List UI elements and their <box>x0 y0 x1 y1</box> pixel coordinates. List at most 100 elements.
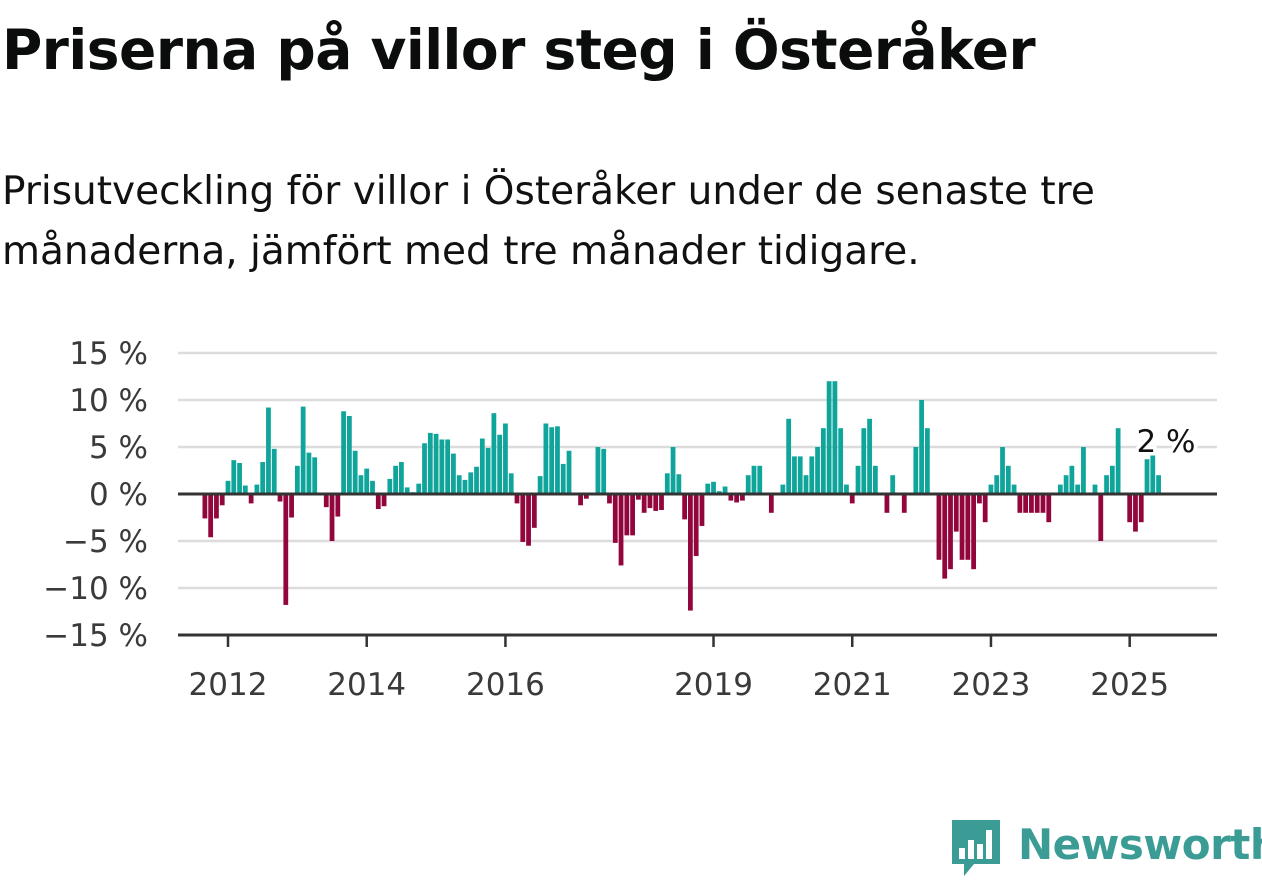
bar <box>578 494 583 506</box>
bar <box>468 472 474 494</box>
bar <box>323 494 329 508</box>
y-tick-label: 5 % <box>89 430 148 466</box>
bar <box>728 494 734 501</box>
bar <box>965 494 971 560</box>
bar <box>924 428 930 494</box>
bar <box>994 475 1000 494</box>
bar <box>1040 494 1046 513</box>
bar <box>919 400 924 494</box>
bar <box>820 428 826 494</box>
bar <box>1115 428 1121 494</box>
bar <box>988 484 994 494</box>
bar <box>612 494 618 543</box>
bar <box>237 462 242 494</box>
bar <box>959 494 965 560</box>
bar <box>1029 494 1034 513</box>
bar <box>364 468 370 494</box>
bar <box>757 465 763 494</box>
bar <box>300 406 306 494</box>
bar <box>341 411 346 494</box>
bar <box>329 494 335 541</box>
bar <box>485 447 491 494</box>
bar <box>214 494 219 519</box>
y-tick-label: −10 % <box>43 571 148 607</box>
y-tick-label: 15 % <box>69 336 148 372</box>
bar <box>803 475 809 494</box>
bar <box>1063 475 1069 494</box>
bar <box>953 494 959 532</box>
bar <box>861 428 867 494</box>
bar <box>381 494 387 507</box>
bar <box>601 448 607 494</box>
bar <box>618 494 624 566</box>
bar <box>462 479 468 494</box>
bar <box>503 423 508 494</box>
bar <box>890 475 896 494</box>
bar <box>352 450 358 494</box>
bar <box>797 456 803 494</box>
bar <box>387 478 393 494</box>
bar <box>936 494 942 560</box>
bar <box>647 494 653 509</box>
bar <box>676 474 682 494</box>
bar <box>867 418 872 494</box>
bar <box>635 494 641 500</box>
bar <box>312 457 318 494</box>
x-tick-label: 2019 <box>674 667 753 700</box>
bar <box>722 486 728 494</box>
x-axis-ticks: 2012 2014 2016 2019 2021 2023 2025 <box>189 635 1169 700</box>
bar <box>560 463 566 494</box>
bar <box>416 483 422 494</box>
bar <box>242 485 248 494</box>
bar <box>1109 465 1115 494</box>
bar <box>393 465 399 494</box>
bar <box>375 494 381 510</box>
bar <box>531 494 537 528</box>
bar <box>884 494 890 513</box>
bar <box>751 465 757 494</box>
bar <box>786 418 792 494</box>
bar <box>1034 494 1040 513</box>
bar <box>849 494 855 504</box>
y-tick-label: 10 % <box>69 383 148 419</box>
bar <box>254 484 260 494</box>
bar <box>358 475 364 494</box>
y-tick-label: 0 % <box>89 477 148 513</box>
bar <box>1144 459 1150 494</box>
bar <box>427 432 433 494</box>
bar <box>1023 494 1029 513</box>
bar <box>641 494 647 513</box>
bar <box>809 456 815 494</box>
bar <box>520 494 526 542</box>
bar <box>202 494 208 519</box>
bar <box>734 494 740 503</box>
bar <box>283 494 289 605</box>
bar <box>913 447 919 494</box>
bar <box>711 481 716 494</box>
page-subtitle: Prisutveckling för villor i Österåker un… <box>2 169 1095 274</box>
bar <box>526 494 531 546</box>
bar <box>982 494 988 523</box>
bar <box>653 494 659 511</box>
bar <box>872 465 878 494</box>
bar <box>768 494 774 513</box>
bar <box>740 494 745 501</box>
bar <box>607 494 612 504</box>
bar <box>792 456 797 494</box>
x-tick-label: 2012 <box>189 667 268 700</box>
bar <box>1057 484 1063 494</box>
bar <box>630 494 635 536</box>
bar <box>1092 484 1098 494</box>
bar <box>664 473 670 494</box>
bar <box>260 462 266 494</box>
bar <box>335 494 341 517</box>
bar <box>451 453 456 494</box>
bar <box>208 494 214 538</box>
bars <box>202 381 1161 611</box>
bar-chart: 15 %10 %5 %0 %−5 %−10 %−15 % 2012 2014 201… <box>43 336 1217 700</box>
bar <box>838 428 844 494</box>
bar <box>294 465 300 494</box>
bar <box>399 462 404 494</box>
bar <box>595 447 601 494</box>
x-tick-label: 2025 <box>1090 667 1169 700</box>
